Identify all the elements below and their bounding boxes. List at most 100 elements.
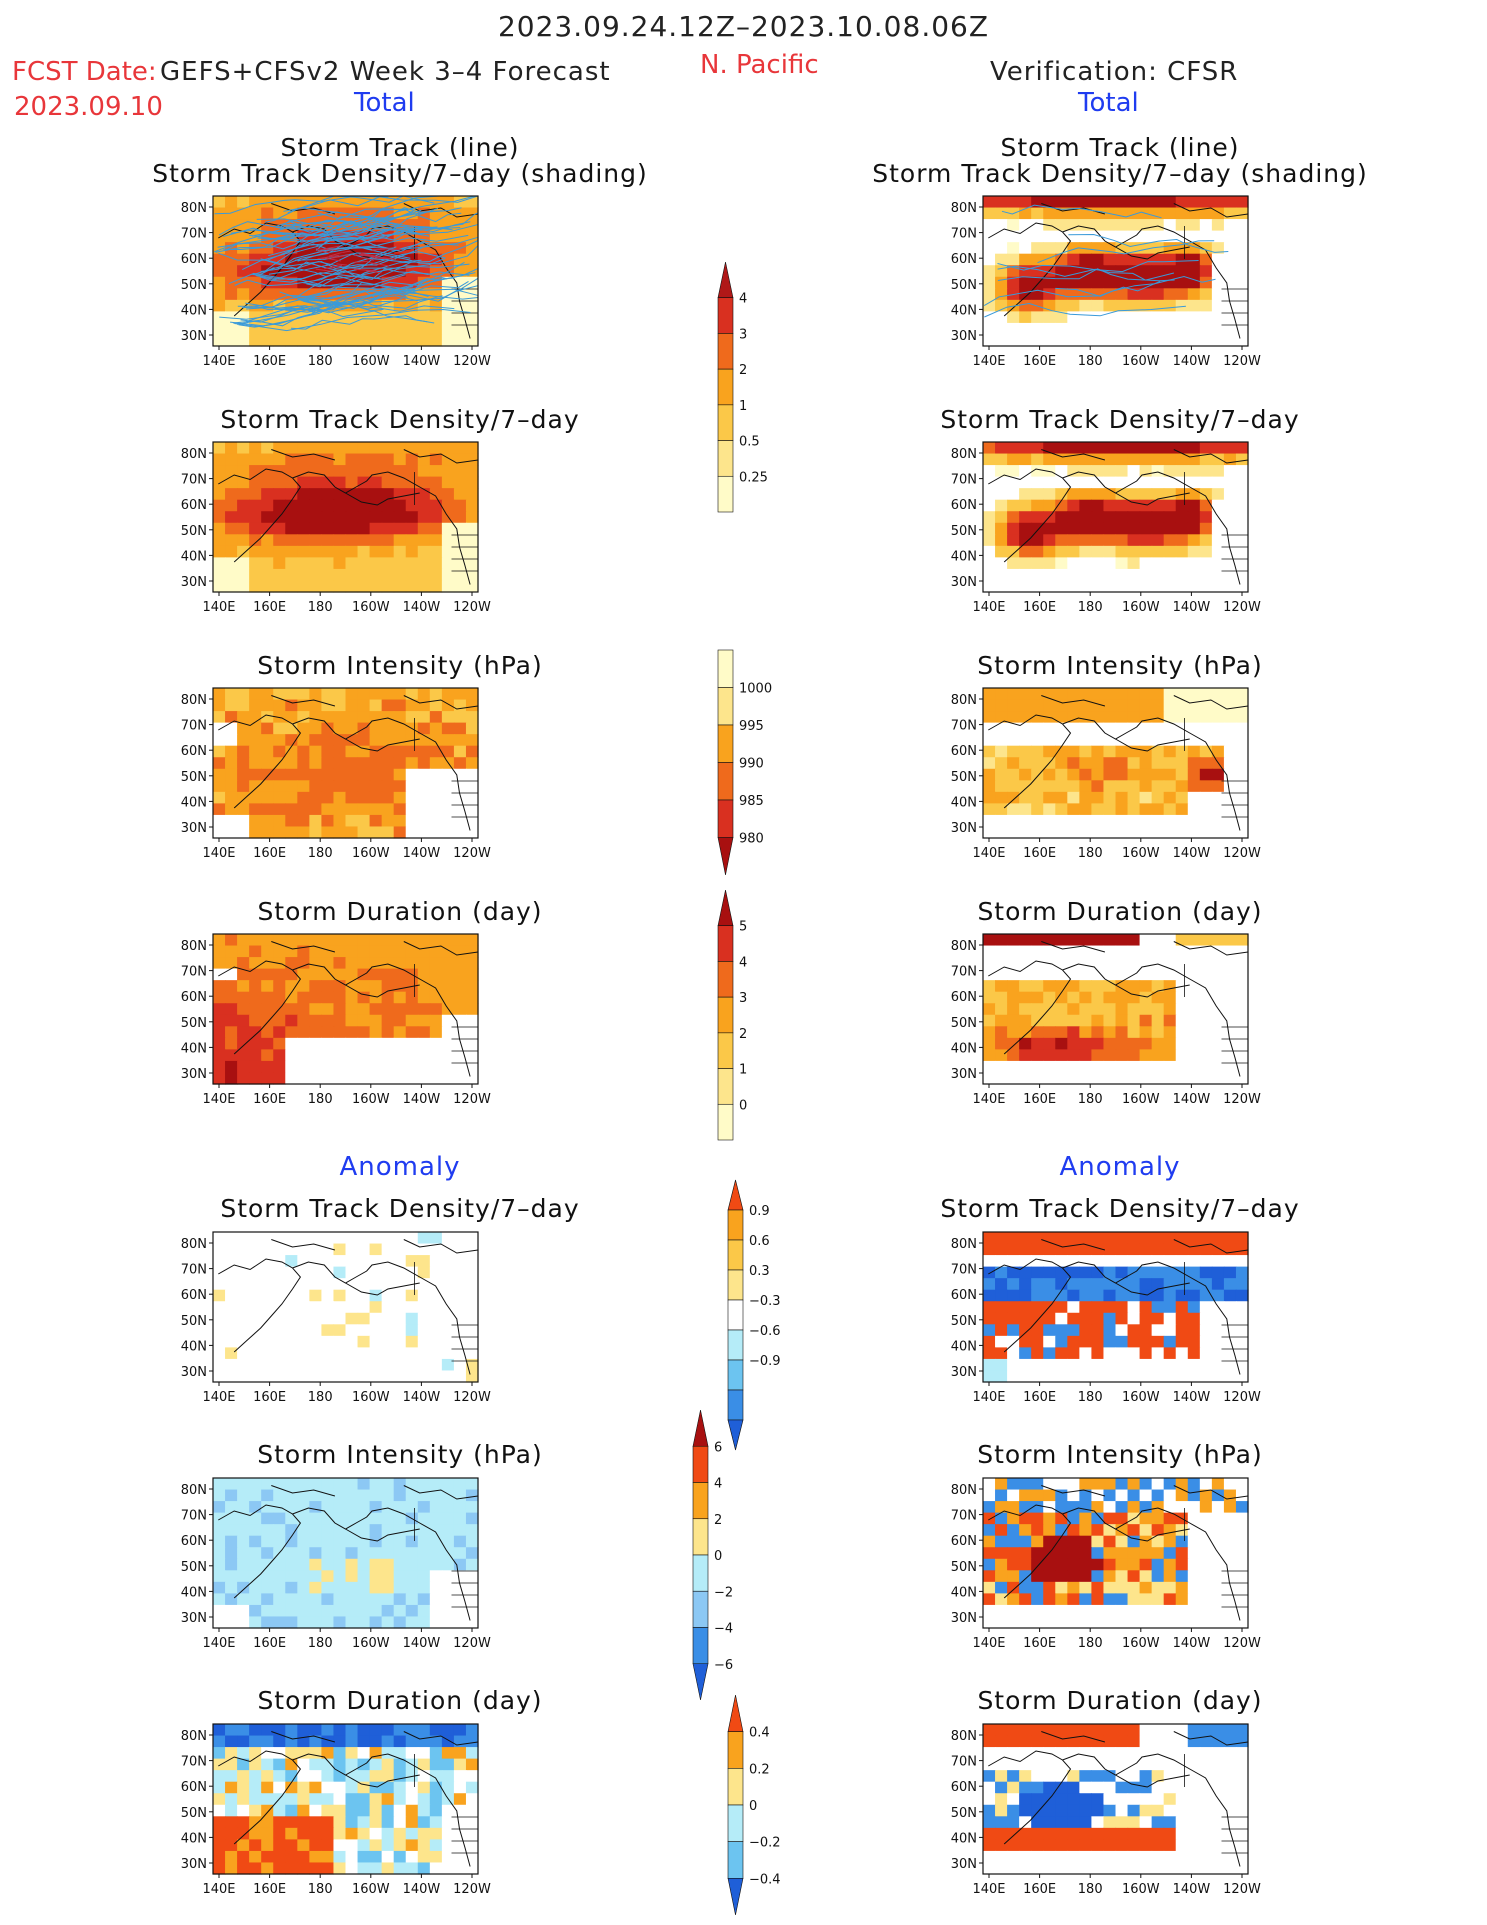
grid-cell xyxy=(297,1072,310,1085)
grid-cell xyxy=(1187,991,1201,1004)
grid-cell xyxy=(213,476,226,489)
grid-cell xyxy=(1175,1827,1189,1840)
storm-track-line xyxy=(336,263,348,266)
colorbar-arrow xyxy=(692,1409,709,1447)
grid-cell xyxy=(1043,580,1056,593)
coastline xyxy=(403,695,479,710)
grid-cell xyxy=(285,1370,298,1383)
grid-cell xyxy=(1019,757,1032,770)
grid-cell xyxy=(1079,826,1093,839)
grid-cell xyxy=(297,1839,310,1852)
grid-cell xyxy=(1007,1524,1020,1537)
grid-cell xyxy=(1163,1547,1177,1560)
grid-cell xyxy=(213,1581,226,1594)
grid-cell xyxy=(1211,1581,1225,1594)
grid-cell xyxy=(357,1003,371,1016)
grid-cell xyxy=(1055,442,1068,455)
grid-cell xyxy=(321,1335,335,1348)
grid-cell xyxy=(261,488,274,501)
grid-cell xyxy=(1187,219,1201,232)
grid-cell xyxy=(441,568,455,582)
colorbar-arrow xyxy=(727,1878,744,1916)
grid-cell xyxy=(1223,945,1237,958)
grid-cell xyxy=(297,1278,310,1291)
grid-cell xyxy=(285,580,298,593)
grid-cell xyxy=(983,1072,996,1085)
grid-cell xyxy=(393,545,407,558)
grid-cell xyxy=(1199,934,1213,947)
grid-cell xyxy=(429,1604,443,1618)
grid-cell xyxy=(1211,488,1225,501)
grid-cell xyxy=(1115,1501,1129,1514)
grid-cell xyxy=(345,442,359,455)
grid-cell xyxy=(1007,711,1020,724)
grid-cell xyxy=(237,1616,250,1629)
grid-cell xyxy=(1151,1489,1165,1502)
grid-cell xyxy=(1151,545,1165,558)
grid-cell xyxy=(1175,1570,1189,1583)
grid-cell xyxy=(417,511,431,524)
grid-cell xyxy=(405,1037,419,1050)
grid-cell xyxy=(1223,522,1237,535)
grid-cell xyxy=(465,1289,479,1302)
grid-cell xyxy=(225,442,238,455)
grid-cell xyxy=(381,1037,395,1050)
grid-cell xyxy=(1055,219,1068,232)
grid-cell xyxy=(405,803,419,816)
grid-cell xyxy=(213,196,226,209)
grid-cell xyxy=(1067,1370,1080,1383)
coastline xyxy=(403,1239,479,1254)
grid-cell xyxy=(1151,1850,1165,1864)
grid-cell xyxy=(1175,1037,1189,1050)
grid-cell xyxy=(465,465,479,478)
grid-cell xyxy=(321,322,335,336)
grid-cell xyxy=(441,1501,455,1514)
grid-cell xyxy=(453,1312,467,1325)
grid-cell xyxy=(453,1758,467,1771)
grid-cell xyxy=(1091,1478,1105,1491)
grid-cell xyxy=(417,476,431,489)
x-tick-label: 160E xyxy=(253,600,286,615)
grid-cell xyxy=(441,734,455,747)
grid-cell xyxy=(249,1839,262,1852)
grid-cell xyxy=(321,1616,335,1629)
grid-cell xyxy=(1115,1558,1129,1571)
grid-cell xyxy=(1019,1324,1032,1337)
grid-cell xyxy=(321,757,335,770)
grid-cell xyxy=(345,1489,359,1502)
grid-cell xyxy=(1055,1324,1068,1337)
grid-cell xyxy=(465,1037,479,1050)
grid-cell xyxy=(225,1604,238,1618)
grid-cell xyxy=(1079,1478,1093,1491)
grid-cell xyxy=(1019,991,1032,1004)
grid-cell xyxy=(983,791,996,804)
colorbar-label: 0.6 xyxy=(749,1234,770,1249)
grid-cell xyxy=(357,1747,371,1760)
grid-cell xyxy=(333,568,347,582)
grid-cell xyxy=(1091,1804,1105,1817)
grid-cell xyxy=(369,1581,383,1594)
grid-cell xyxy=(1115,299,1129,312)
grid-cell xyxy=(213,711,226,724)
grid-cell xyxy=(995,196,1008,209)
coastline xyxy=(218,960,302,1055)
grid-cell xyxy=(441,442,455,455)
grid-cell xyxy=(417,568,431,582)
grid-cell xyxy=(1223,757,1237,770)
grid-cell xyxy=(1103,499,1117,512)
grid-cell xyxy=(983,1770,996,1783)
grid-cell xyxy=(405,568,419,582)
grid-cell xyxy=(345,711,359,724)
grid-cell xyxy=(1043,1735,1056,1748)
grid-cell xyxy=(1235,1266,1249,1279)
grid-cell xyxy=(1007,699,1020,712)
grid-cell xyxy=(1187,465,1201,478)
grid-cell xyxy=(1235,511,1249,524)
grid-cell xyxy=(309,1839,323,1852)
grid-cell xyxy=(1211,1478,1225,1491)
forecast-system-title: GEFS+CFSv2 Week 3–4 Forecast xyxy=(160,57,611,87)
grid-cell xyxy=(1019,442,1032,455)
grid-cell xyxy=(1211,253,1225,266)
grid-cell xyxy=(1139,1301,1153,1314)
grid-cell xyxy=(1127,1255,1141,1268)
